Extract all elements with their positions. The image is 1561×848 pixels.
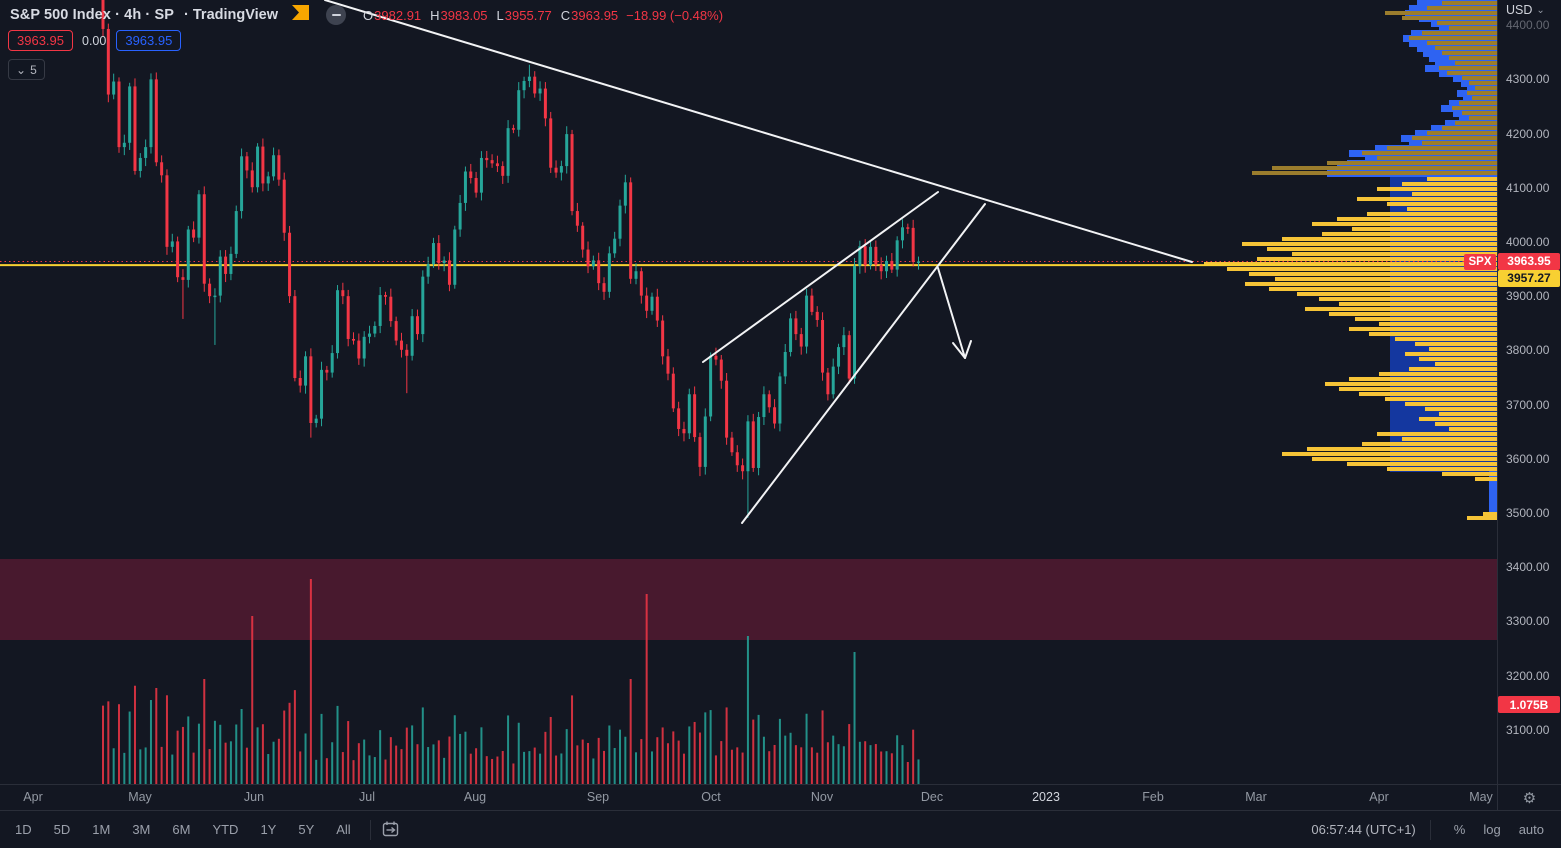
log-scale-button[interactable]: log bbox=[1483, 822, 1501, 837]
time-label: Jul bbox=[359, 790, 375, 804]
zero-value: 0.00 bbox=[82, 33, 107, 48]
time-label: Sep bbox=[586, 790, 610, 804]
range-button-1y[interactable]: 1Y bbox=[260, 822, 277, 837]
range-button-5y[interactable]: 5Y bbox=[298, 822, 315, 837]
time-axis[interactable]: Apr May Jun Jul Aug Sep Oct Nov Dec 2023 Feb Mar Apr… bbox=[0, 784, 1497, 810]
alert-price-box-red[interactable]: 3963.95 bbox=[8, 30, 73, 51]
range-button-ytd[interactable]: YTD bbox=[212, 822, 239, 837]
price-tick: 3100.00 bbox=[1506, 722, 1550, 737]
axis-settings-corner[interactable]: ⚙ bbox=[1497, 784, 1561, 810]
ohlc-readout: O 3982.91 H 3983.05 L 3955.77 C 3963.95 −18.… bbox=[363, 8, 723, 23]
time-label: Jun bbox=[243, 790, 265, 804]
projection-arrow[interactable] bbox=[937, 267, 972, 359]
time-label: Apr bbox=[23, 790, 43, 804]
alert-price-label[interactable]: 3957.27 bbox=[1498, 269, 1560, 287]
calendar-arrow-icon bbox=[382, 821, 398, 837]
go-to-date-button[interactable] bbox=[381, 820, 400, 839]
range-button-1d[interactable]: 1D bbox=[15, 822, 32, 837]
wedge-lower-trendline[interactable] bbox=[741, 203, 986, 524]
high-label: H bbox=[430, 7, 440, 23]
currency-selector[interactable]: USD ⌄ bbox=[1506, 3, 1545, 17]
provider-title: · TradingView bbox=[184, 7, 279, 23]
price-tick: 4200.00 bbox=[1506, 126, 1550, 141]
price-tick: 3400.00 bbox=[1506, 560, 1550, 575]
time-label: Apr bbox=[1369, 790, 1389, 804]
close-value: 3963.95 bbox=[571, 7, 619, 23]
time-label: Mar bbox=[1245, 790, 1267, 804]
range-button-all[interactable]: All bbox=[336, 822, 351, 837]
range-button-3m[interactable]: 3M bbox=[132, 822, 151, 837]
support-zone-highlight bbox=[0, 559, 1497, 640]
open-value: 3982.91 bbox=[374, 7, 422, 23]
candlestick-series bbox=[101, 0, 920, 518]
price-tick: 4000.00 bbox=[1506, 234, 1550, 249]
price-axis[interactable]: USD ⌄ 4400.00 4300.00 4200.00 4100.00 4000.0… bbox=[1497, 0, 1561, 784]
price-tick: 3800.00 bbox=[1506, 343, 1550, 358]
clock-readout[interactable]: 06:57:44 (UTC+1) bbox=[1311, 822, 1416, 837]
range-button-1m[interactable]: 1M bbox=[92, 822, 111, 837]
time-label: Nov bbox=[810, 790, 834, 804]
date-range-buttons: 1D 5D 1M 3M 6M YTD 1Y 5Y All bbox=[0, 818, 360, 841]
percent-scale-button[interactable]: % bbox=[1453, 822, 1466, 837]
divider bbox=[1429, 819, 1431, 840]
change-value: −18.99 (−0.48%) bbox=[626, 7, 724, 23]
gear-icon[interactable]: ⚙ bbox=[1522, 789, 1537, 807]
price-tick: 3500.00 bbox=[1506, 505, 1550, 520]
price-alert-row: 3963.95 0.00 3963.95 bbox=[8, 30, 182, 51]
time-label: May bbox=[128, 790, 152, 804]
volume-value-label: 1.075B bbox=[1498, 696, 1560, 713]
chevron-down-icon: ⌄ bbox=[1536, 4, 1545, 16]
bottom-toolbar: 1D 5D 1M 3M 6M YTD 1Y 5Y All 06:57:44 (UTC+1) % … bbox=[0, 810, 1561, 848]
object-tree-collapse-button[interactable]: ⌄ 5 bbox=[8, 59, 45, 80]
price-tick: 3700.00 bbox=[1506, 397, 1550, 412]
price-tick: 3600.00 bbox=[1506, 451, 1550, 466]
time-label: Oct bbox=[701, 790, 721, 804]
time-label: Feb bbox=[1142, 790, 1164, 804]
descending-trendline[interactable] bbox=[324, 0, 1193, 263]
time-label: Aug bbox=[463, 790, 487, 804]
divider bbox=[369, 819, 371, 840]
low-value: 3955.77 bbox=[504, 7, 552, 23]
chevron-down-icon: ⌄ bbox=[16, 62, 27, 77]
spx-series-tag: SPX bbox=[1464, 253, 1496, 270]
symbol-title[interactable]: S&P 500 Index · 4h · SP bbox=[10, 7, 175, 23]
price-tick: 3900.00 bbox=[1506, 289, 1550, 304]
range-button-6m[interactable]: 6M bbox=[172, 822, 191, 837]
currency-label: USD bbox=[1506, 3, 1533, 17]
last-price-label: 3963.95 bbox=[1498, 252, 1560, 270]
wedge-upper-trendline[interactable] bbox=[702, 191, 939, 363]
alert-price-box-blue[interactable]: 3963.95 bbox=[116, 30, 182, 51]
price-tick: 3300.00 bbox=[1506, 614, 1550, 629]
price-tick: 4400.00 bbox=[1506, 18, 1550, 33]
price-tick: 4300.00 bbox=[1506, 72, 1550, 87]
time-label: Dec bbox=[920, 790, 944, 804]
time-label: May bbox=[1469, 790, 1493, 804]
volume-profile bbox=[1204, 0, 1497, 520]
hide-indicator-icon[interactable] bbox=[326, 5, 347, 25]
price-tick: 3200.00 bbox=[1506, 668, 1550, 683]
tradingview-logo-icon bbox=[292, 5, 310, 25]
collapse-count: 5 bbox=[30, 62, 37, 77]
low-label: L bbox=[496, 7, 504, 23]
range-button-5d[interactable]: 5D bbox=[53, 822, 71, 837]
open-label: O bbox=[363, 7, 374, 23]
volume-bars bbox=[102, 579, 920, 784]
time-label: 2023 bbox=[1032, 790, 1060, 804]
high-value: 3983.05 bbox=[440, 7, 488, 23]
auto-scale-button[interactable]: auto bbox=[1518, 822, 1544, 837]
price-tick: 4100.00 bbox=[1506, 180, 1550, 195]
close-label: C bbox=[560, 7, 571, 23]
